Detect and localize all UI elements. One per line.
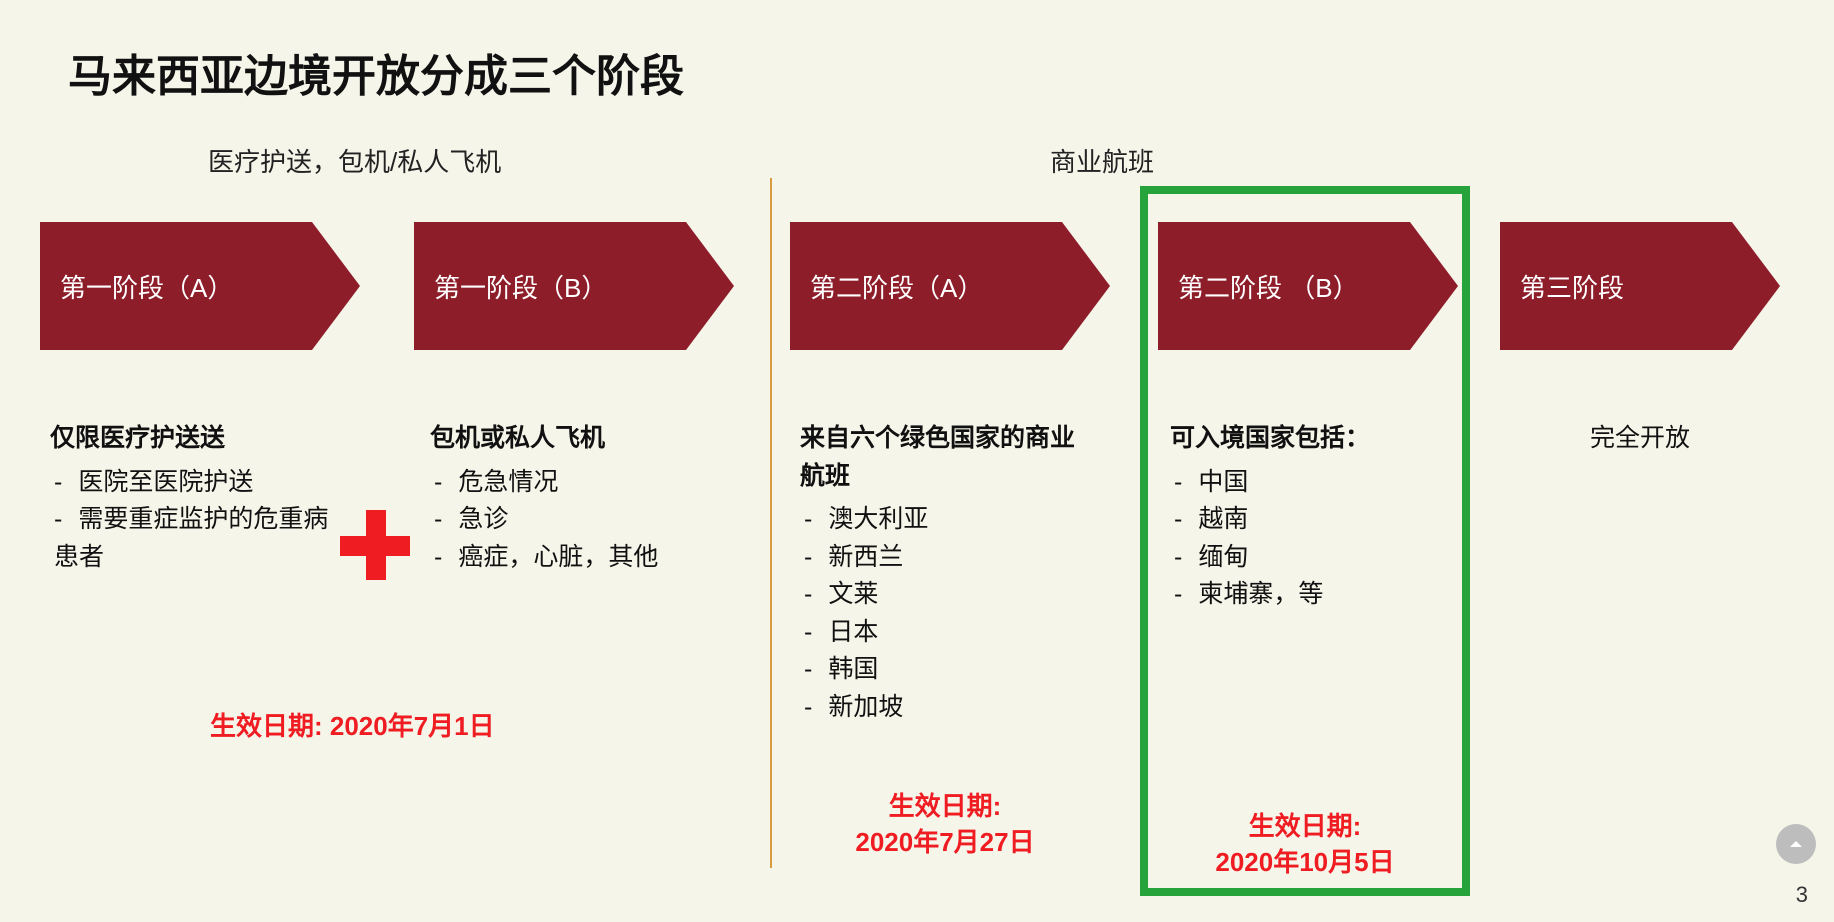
page-title: 马来西亚边境开放分成三个阶段 — [68, 40, 684, 104]
phase-arrow-2a: 第二阶段（A） — [790, 222, 1110, 350]
list-item: 新西兰 — [804, 539, 1080, 577]
phase-3-content: 完全开放 — [1540, 420, 1740, 464]
effective-date-stage2a-l2: 2020年7月27日 — [855, 827, 1034, 857]
list-item: 韩国 — [804, 651, 1080, 689]
list-item: 越南 — [1174, 501, 1440, 539]
phase-1a-content: 仅限医疗护送送 医院至医院护送 需要重症监护的危重病患者 — [50, 420, 330, 576]
phase-2a-list: 澳大利亚 新西兰 文莱 日本 韩国 新加坡 — [800, 501, 1080, 726]
list-item: 澳大利亚 — [804, 501, 1080, 539]
phase-1b-content: 包机或私人飞机 危急情况 急诊 癌症，心脏，其他 — [430, 420, 710, 576]
list-item: 日本 — [804, 614, 1080, 652]
effective-date-stage2b: 生效日期: 2020年10月5日 — [1180, 808, 1430, 881]
plus-icon — [340, 510, 410, 580]
phase-1a-list: 医院至医院护送 需要重症监护的危重病患者 — [50, 464, 330, 577]
phase-arrow-3-label: 第三阶段 — [1520, 268, 1624, 305]
phase-2b-heading: 可入境国家包括： — [1170, 420, 1440, 458]
phase-arrow-2b: 第二阶段 （B） — [1158, 222, 1458, 350]
effective-date-stage2b-l2: 2020年10月5日 — [1215, 847, 1394, 877]
scroll-top-button[interactable] — [1776, 824, 1816, 864]
list-item: 医院至医院护送 — [54, 464, 330, 502]
list-item: 柬埔寨，等 — [1174, 576, 1440, 614]
effective-date-stage1: 生效日期: 2020年7月1日 — [210, 708, 495, 744]
effective-date-stage2a-l1: 生效日期: — [889, 791, 1002, 821]
list-item: 新加坡 — [804, 689, 1080, 727]
list-item: 中国 — [1174, 464, 1440, 502]
phase-2b-content: 可入境国家包括： 中国 越南 缅甸 柬埔寨，等 — [1170, 420, 1440, 614]
phase-arrow-3: 第三阶段 — [1500, 222, 1780, 350]
section-label-right: 商业航班 — [1050, 142, 1154, 179]
list-item: 文莱 — [804, 576, 1080, 614]
section-label-left: 医疗护送，包机/私人飞机 — [208, 142, 501, 179]
list-item: 癌症，心脏，其他 — [434, 539, 710, 577]
phase-1a-heading: 仅限医疗护送送 — [50, 420, 330, 458]
phase-arrow-1b: 第一阶段（B） — [414, 222, 734, 350]
effective-date-stage2b-l1: 生效日期: — [1249, 811, 1362, 841]
phase-2a-heading: 来自六个绿色国家的商业航班 — [800, 420, 1080, 495]
list-item: 缅甸 — [1174, 539, 1440, 577]
vertical-divider — [770, 178, 772, 868]
phase-arrow-1b-label: 第一阶段（B） — [434, 268, 607, 305]
phase-3-heading: 完全开放 — [1540, 420, 1740, 458]
page-number: 3 — [1796, 882, 1808, 908]
effective-date-stage2a: 生效日期: 2020年7月27日 — [830, 788, 1060, 861]
phase-arrow-2a-label: 第二阶段（A） — [810, 268, 983, 305]
phase-arrow-1a-label: 第一阶段（A） — [60, 268, 233, 305]
chevron-up-icon — [1787, 835, 1805, 853]
list-item: 急诊 — [434, 501, 710, 539]
phase-arrow-1a: 第一阶段（A） — [40, 222, 360, 350]
phase-2a-content: 来自六个绿色国家的商业航班 澳大利亚 新西兰 文莱 日本 韩国 新加坡 — [800, 420, 1080, 726]
phase-arrow-2b-label: 第二阶段 （B） — [1178, 268, 1359, 305]
list-item: 危急情况 — [434, 464, 710, 502]
phase-1b-list: 危急情况 急诊 癌症，心脏，其他 — [430, 464, 710, 577]
list-item: 需要重症监护的危重病患者 — [54, 501, 330, 576]
phase-2b-list: 中国 越南 缅甸 柬埔寨，等 — [1170, 464, 1440, 614]
phase-1b-heading: 包机或私人飞机 — [430, 420, 710, 458]
